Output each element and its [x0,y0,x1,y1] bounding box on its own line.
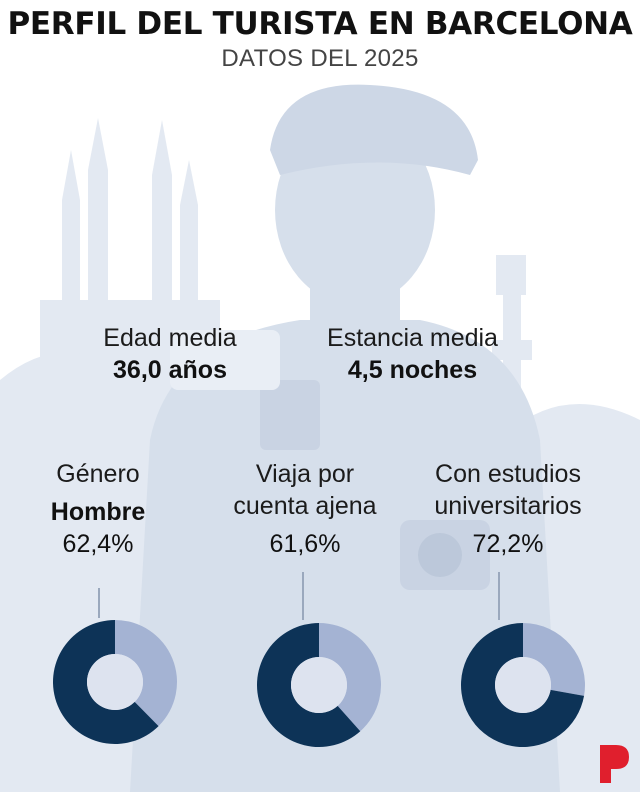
leader-line-estudios [498,572,500,620]
donut-label-estudios-line2: universitarios [434,492,582,520]
donut-hole [495,657,551,713]
donut-label-estudios-line1: Con estudios [435,460,581,488]
donut-label-genero-bold: Hombre [50,498,146,526]
leader-line-genero [98,588,100,618]
donut-label-cuenta-line2: cuenta ajena [233,492,377,520]
donut-slice-primary [461,623,585,747]
stat-edad-value: 36,0 años [113,356,227,384]
p-logo-icon [600,745,629,783]
page-title: PERFIL DEL TURISTA EN BARCELONA [7,6,633,42]
donut-label-estudios: Con estudios universitarios 72,2% [402,458,614,560]
page-subtitle: DATOS DEL 2025 [221,45,419,72]
donut-label-cuenta-line1: Viaja por [255,460,355,488]
stat-estancia-media: Estancia media 4,5 noches [300,322,525,386]
donut-chart-estudios [461,623,585,747]
donut-slice-secondary [319,623,381,732]
donut-label-genero: Género Hombre 62,4% [8,458,188,560]
donut-hole [87,654,143,710]
stat-estancia-value: 4,5 noches [347,356,478,384]
donut-label-cuenta-ajena: Viaja por cuenta ajena 61,6% [200,458,410,560]
donut-label-cuenta-pct: 61,6% [269,530,341,558]
donut-slice-primary [53,620,159,744]
donut-slice-secondary [115,620,177,727]
stat-edad-label: Edad media [103,324,237,352]
stat-estancia-label: Estancia media [327,324,498,352]
donut-label-estudios-pct: 72,2% [472,530,544,558]
donut-label-genero-line1: Género [56,460,140,488]
stat-edad-media: Edad media 36,0 años [60,322,280,386]
leader-line-cuenta-ajena [302,572,304,620]
donut-slice-secondary [523,623,585,696]
donut-chart-cuenta-ajena [257,623,381,747]
donut-label-genero-pct: 62,4% [62,530,134,558]
donut-chart-genero [53,620,177,744]
donut-slice-primary [257,623,361,747]
donut-hole [291,657,347,713]
